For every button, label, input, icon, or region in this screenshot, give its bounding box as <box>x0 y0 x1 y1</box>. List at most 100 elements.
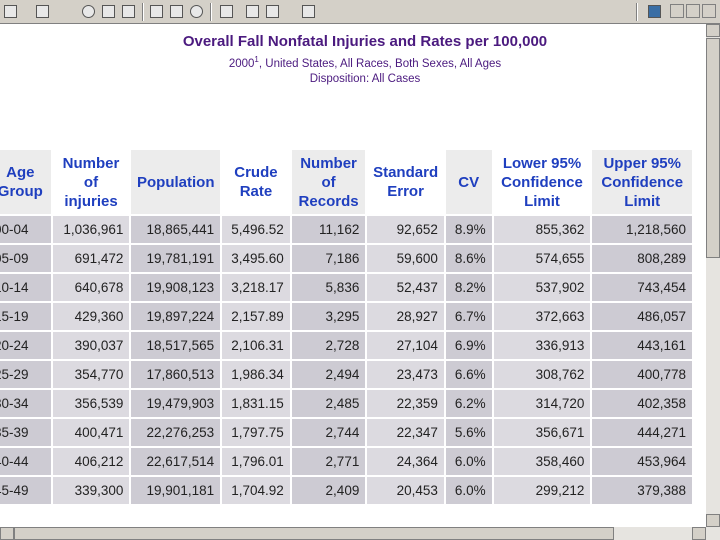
print-button[interactable] <box>246 5 259 18</box>
cell: 27,104 <box>365 330 446 361</box>
cell: 3,495.60 <box>220 243 292 274</box>
column-header: Lower 95% Confidence Limit <box>491 148 593 216</box>
cell: 22,276,253 <box>129 417 223 448</box>
cell: 19,901,181 <box>129 475 223 506</box>
cell: 400,471 <box>50 417 132 448</box>
mail-button[interactable] <box>220 5 233 18</box>
table-row: 00-041,036,96118,865,4415,496.5211,16292… <box>0 214 694 245</box>
cell: 5,496.52 <box>220 214 292 245</box>
table-row: 15-19429,36019,897,2242,157.893,29528,92… <box>0 301 694 332</box>
header-line: CV <box>458 173 480 191</box>
separator <box>210 3 212 21</box>
cell: 18,517,565 <box>129 330 223 361</box>
horizontal-scrollbar[interactable] <box>0 527 720 540</box>
cell: 23,473 <box>365 359 446 390</box>
age-group-cell: 35-39 <box>0 417 53 448</box>
cell: 6.0% <box>443 446 494 477</box>
age-group-cell: 25-29 <box>0 359 53 390</box>
separator <box>636 3 638 21</box>
stop-button[interactable] <box>82 5 95 18</box>
table-row: 10-14640,67819,908,1233,218.175,83652,43… <box>0 272 694 303</box>
cell: 443,161 <box>590 330 694 361</box>
cell: 6.0% <box>443 475 494 506</box>
title: Overall Fall Nonfatal Injuries and Rates… <box>182 33 548 50</box>
cell: 22,359 <box>365 388 446 419</box>
search-button[interactable] <box>150 5 163 18</box>
cell: 372,663 <box>491 301 593 332</box>
column-header: Population <box>129 148 223 216</box>
header-line: of <box>321 173 336 191</box>
cell: 5.6% <box>443 417 494 448</box>
edit-button[interactable] <box>266 5 279 18</box>
cell: 28,927 <box>365 301 446 332</box>
cell: 3,218.17 <box>220 272 292 303</box>
column-header: Number of Records <box>289 148 368 216</box>
cell: 1,036,961 <box>50 214 132 245</box>
cell: 19,781,191 <box>129 243 223 274</box>
header-line: of <box>83 173 99 191</box>
scroll-thumb[interactable] <box>706 38 720 258</box>
table-row: 20-24390,03718,517,5652,106.312,72827,10… <box>0 330 694 361</box>
cell: 429,360 <box>50 301 132 332</box>
discuss-button[interactable] <box>302 5 315 18</box>
scroll-down[interactable] <box>706 514 720 527</box>
history-button[interactable] <box>190 5 203 18</box>
disposition: Disposition: All Cases <box>309 72 421 85</box>
cell: 19,897,224 <box>129 301 223 332</box>
cell: 308,762 <box>491 359 593 390</box>
scroll-left[interactable] <box>0 527 14 540</box>
header-line: Records <box>298 192 359 210</box>
cell: 6.2% <box>443 388 494 419</box>
cell: 379,388 <box>590 475 694 506</box>
table-row: 05-09691,47219,781,1913,495.607,18659,60… <box>0 243 694 274</box>
header-line: Number <box>300 154 357 172</box>
scroll-thumb[interactable] <box>14 527 614 540</box>
cell: 2,771 <box>289 446 368 477</box>
cell: 17,860,513 <box>129 359 223 390</box>
favorites-button[interactable] <box>170 5 183 18</box>
separator <box>142 3 144 21</box>
age-group-cell: 00-04 <box>0 214 53 245</box>
table-row: 40-44406,21222,617,5141,796.012,77124,36… <box>0 446 694 477</box>
cell: 358,460 <box>491 446 593 477</box>
cell: 354,770 <box>50 359 132 390</box>
refresh-button[interactable] <box>102 5 115 18</box>
scroll-right[interactable] <box>692 527 706 540</box>
cell: 59,600 <box>365 243 446 274</box>
back-button[interactable] <box>4 5 17 18</box>
cell: 3,295 <box>289 301 368 332</box>
cell: 486,057 <box>590 301 694 332</box>
age-group-cell: 40-44 <box>0 446 53 477</box>
cell: 339,300 <box>50 475 132 506</box>
restore-button[interactable] <box>686 4 700 18</box>
footnote-marker: 1 <box>254 55 259 64</box>
close-button[interactable] <box>702 4 716 18</box>
cell: 22,347 <box>365 417 446 448</box>
forward-button[interactable] <box>36 5 49 18</box>
subtitle-text: , United States, All Races, Both Sexes, … <box>258 57 502 70</box>
vertical-scrollbar[interactable] <box>706 24 720 527</box>
header-line: Rate <box>239 183 273 200</box>
age-group-cell: 45-49 <box>0 475 53 506</box>
column-header: CV <box>443 148 494 216</box>
cell: 8.9% <box>443 214 494 245</box>
header-line: Upper 95% <box>603 154 681 172</box>
cell: 640,678 <box>50 272 132 303</box>
cell: 314,720 <box>491 388 593 419</box>
cell: 2,106.31 <box>220 330 292 361</box>
age-group-cell: 05-09 <box>0 243 53 274</box>
header-line: Group <box>0 183 43 200</box>
column-header: Number of injuries <box>50 148 132 216</box>
cell: 5,836 <box>289 272 368 303</box>
scroll-up[interactable] <box>706 24 720 37</box>
header-line: Population <box>137 173 215 191</box>
cell: 390,037 <box>50 330 132 361</box>
cell: 453,964 <box>590 446 694 477</box>
home-button[interactable] <box>122 5 135 18</box>
cell: 537,902 <box>491 272 593 303</box>
windows-logo <box>648 5 661 18</box>
minimize-button[interactable] <box>670 4 684 18</box>
cell: 444,271 <box>590 417 694 448</box>
cell: 2,728 <box>289 330 368 361</box>
